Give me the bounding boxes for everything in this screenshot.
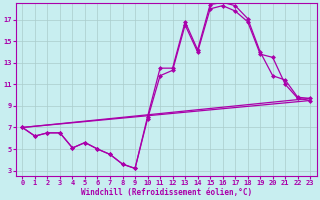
X-axis label: Windchill (Refroidissement éolien,°C): Windchill (Refroidissement éolien,°C) bbox=[81, 188, 252, 197]
